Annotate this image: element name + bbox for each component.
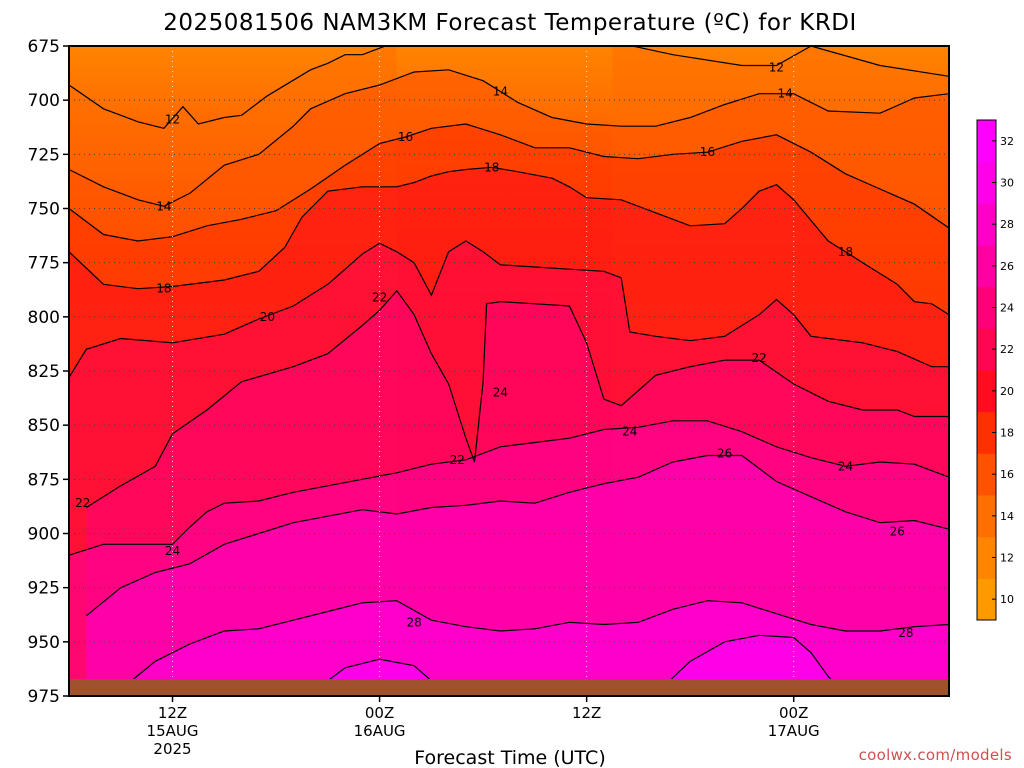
isotherm-label-12: 22: [372, 290, 387, 304]
y-tick-label-925: 925: [28, 579, 60, 599]
colorbar-label-26: 26: [1000, 260, 1014, 273]
y-tick-label-825: 825: [28, 362, 60, 382]
colorbar-swatch-28: [977, 203, 996, 246]
y-tick-label-775: 775: [28, 254, 60, 274]
isotherm-label-13: 22: [450, 453, 465, 467]
x-tick-label-1-1: 00Z: [365, 704, 394, 722]
isotherm-label-7: 18: [156, 282, 171, 296]
isotherm-line-30-11: [655, 634, 846, 695]
colorbar-label-24: 24: [1000, 302, 1014, 315]
colorbar-label-22: 22: [1000, 343, 1014, 356]
isotherm-line-18-4: [69, 166, 949, 316]
isotherm-label-18: 24: [838, 459, 853, 473]
isotherm-label-22: 28: [898, 626, 913, 640]
y-tick-label-975: 975: [28, 687, 60, 707]
isotherm-label-19: 26: [717, 446, 732, 460]
y-tick-label-675: 675: [28, 37, 60, 57]
colorbar-swatch-16: [977, 453, 996, 496]
colorbar-label-10: 10: [1000, 593, 1014, 606]
isotherm-layer: [69, 46, 949, 696]
isotherm-label-10: 20: [260, 310, 275, 324]
colorbar-swatch-12: [977, 536, 996, 579]
y-tick-label-800: 800: [28, 308, 60, 328]
colorbar-swatch-24: [977, 286, 996, 329]
isotherm-line-24-7: [69, 420, 949, 556]
x-tick-label-3-1: 00Z: [779, 704, 808, 722]
colorbar-swatch-18: [977, 411, 996, 454]
colorbar-swatch-10: [977, 578, 996, 621]
y-tick-label-750: 750: [28, 200, 60, 220]
isotherm-line-12-0: [69, 46, 388, 129]
colorbar-label-12: 12: [1000, 552, 1014, 565]
credit-text: coolwx.com/models: [859, 746, 1012, 764]
colorbar-label-32: 32: [1000, 135, 1014, 148]
isotherm-label-16: 24: [493, 386, 508, 400]
isotherm-label-20: 26: [890, 524, 905, 538]
colorbar-label-18: 18: [1000, 427, 1014, 440]
colorbar-label-28: 28: [1000, 218, 1014, 231]
colorbar-swatch-26: [977, 245, 996, 288]
isotherm-label-11: 22: [75, 496, 90, 510]
x-tick-label-3-2: 17AUG: [768, 722, 820, 740]
colorbar-label-16: 16: [1000, 468, 1014, 481]
colorbar-swatch-14: [977, 495, 996, 538]
isotherm-line-20-5: [69, 240, 949, 378]
isotherm-line-22-6: [85, 289, 949, 509]
isotherm-line-14-2: [69, 69, 949, 207]
colorbar-label-30: 30: [1000, 177, 1014, 190]
isotherm-line-28-9: [120, 600, 949, 690]
isotherm-label-layer: 12 12 14 14 14 16 16 18 18 18 20 22 22 22 22 24 24 24 24 26…: [75, 61, 913, 641]
isotherm-label-6: 16: [700, 145, 715, 159]
y-tick-label-875: 875: [28, 470, 60, 490]
x-tick-label-0-2: 15AUG: [147, 722, 199, 740]
x-tick-label-0-1: 12Z: [158, 704, 187, 722]
colorbar-frame: [976, 119, 997, 621]
isotherm-label-1: 12: [769, 61, 784, 75]
isotherm-label-3: 14: [493, 85, 508, 99]
y-tick-label-900: 900: [28, 525, 60, 545]
isotherm-label-15: 24: [165, 544, 180, 558]
colorbar-swatch-32: [977, 120, 996, 163]
y-tick-label-950: 950: [28, 633, 60, 653]
colorbar-label-14: 14: [1000, 510, 1014, 523]
x-tick-label-1-2: 16AUG: [354, 722, 406, 740]
isotherm-label-9: 18: [838, 245, 853, 259]
chart-title: 2025081506 NAM3KM Forecast Temperature (…: [163, 10, 857, 36]
colorbar-swatch-30: [977, 161, 996, 204]
y-tick-label-700: 700: [28, 91, 60, 111]
isotherm-line-12-1: [629, 46, 949, 77]
colorbar-swatch-22: [977, 328, 996, 371]
isotherm-label-0: 12: [165, 113, 180, 127]
terrain-surface: [69, 679, 949, 696]
colorbar-label-20: 20: [1000, 385, 1014, 398]
isotherm-label-2: 14: [156, 199, 171, 213]
colorbar-swatch-20: [977, 370, 996, 413]
y-axis: 675 700 725 750 775 800 825 850 875 900 925 950 975: [28, 37, 69, 707]
colorbar: 10 12 14 16 18 20 22 24 26 28 30 32: [976, 119, 1014, 621]
isotherm-label-8: 18: [484, 160, 499, 174]
isotherm-line-16-3: [69, 123, 949, 242]
y-tick-label-725: 725: [28, 145, 60, 165]
isotherm-label-5: 16: [398, 130, 413, 144]
plot-area: 12 12 14 14 14 16 16 18 18 18 20 22 22 22 22 24 24 24 24 26…: [69, 46, 949, 696]
isotherm-label-17: 24: [622, 425, 637, 439]
x-tick-label-2-1: 12Z: [572, 704, 601, 722]
isotherm-label-4: 14: [777, 87, 792, 101]
x-axis-label: Forecast Time (UTC): [414, 747, 605, 768]
grid-layer: [69, 46, 949, 696]
isotherm-label-21: 28: [406, 615, 421, 629]
isotherm-line-26-8: [85, 454, 949, 617]
x-tick-label-0-3: 2025: [153, 740, 191, 758]
isotherm-label-14: 22: [752, 351, 767, 365]
y-tick-label-850: 850: [28, 416, 60, 436]
